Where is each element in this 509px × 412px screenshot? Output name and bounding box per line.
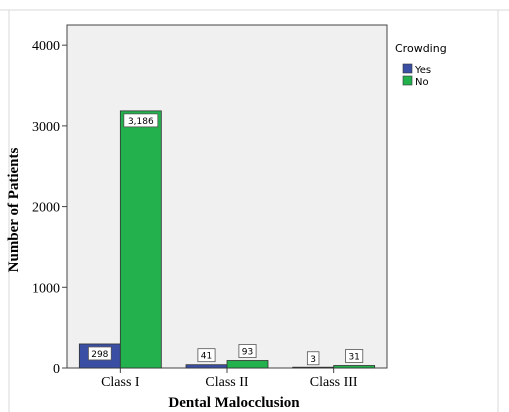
data-label-box [306,351,320,366]
y-tick-label: 2000 [32,201,60,216]
legend-title: Crowding [395,42,447,55]
x-tick-label: Class II [205,375,249,390]
x-axis-label: Dental Malocclusion [168,395,300,411]
y-tick-label: 4000 [32,39,60,54]
bar-no-2 [333,365,376,369]
bar-yes-2 [292,366,335,369]
y-tick-label: 3000 [32,120,60,135]
bar-yes-1 [185,364,228,369]
data-label: 31 [348,352,359,362]
data-label: 93 [242,347,253,357]
data-label-box [88,346,112,361]
y-axis: 0 1000 2000 3000 4000 [32,39,67,377]
x-axis: Class I Class II Class III [101,368,358,390]
legend-label: Yes [414,65,431,76]
data-label-box [345,349,364,363]
data-label: 3 [310,355,316,365]
data-label-box [238,344,257,358]
legend-swatch-no [402,75,413,86]
data-label-box [197,348,216,363]
y-axis-label: Number of Patients [6,147,22,272]
legend-label: No [415,77,429,88]
bar-no-0 [119,110,162,369]
bar-no-1 [226,360,269,369]
x-tick-label: Class III [310,375,358,390]
legend-swatch-yes [402,63,413,74]
data-label: 3,186 [128,117,154,127]
data-label: 298 [91,350,108,360]
bars: 298 3,186 41 93 3 31 [78,110,376,369]
data-label: 41 [201,352,212,362]
y-tick-label: 1000 [32,281,60,296]
y-tick-label: 0 [53,362,60,377]
data-label-box [123,113,159,128]
plot-area [66,24,388,369]
x-tick-label: Class I [101,375,140,390]
